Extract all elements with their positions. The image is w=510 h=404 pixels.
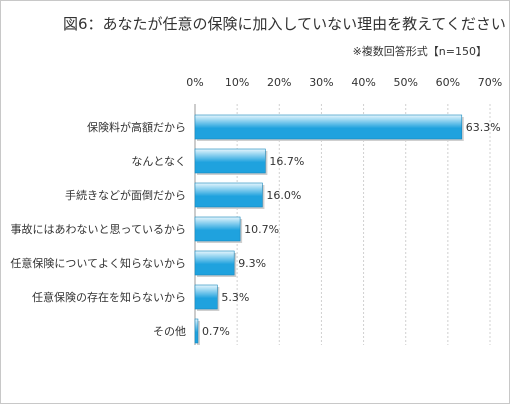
bar xyxy=(194,114,463,140)
bar xyxy=(194,148,266,174)
bar xyxy=(194,182,263,208)
value-label: 0.7% xyxy=(202,325,230,338)
bar-shadow xyxy=(197,321,200,345)
chart-title: 図6：あなたが任意の保険に加入していない理由を教えてください xyxy=(63,15,506,33)
category-label: 任意保険の存在を知らないから xyxy=(32,290,186,304)
x-tick-label: 60% xyxy=(436,76,460,89)
x-axis-ticks: 0% 10% 20% 30% 40% 50% 60% 70% xyxy=(186,76,502,89)
x-tick-label: 10% xyxy=(225,76,249,89)
value-label: 10.7% xyxy=(244,223,279,236)
category-label: 事故にはあわないと思っているから xyxy=(11,222,186,236)
category-label: 保険料が高額だから xyxy=(87,120,186,134)
bar xyxy=(194,284,218,310)
value-labels: 63.3% 16.7% 16.0% 10.7% 9.3% 5.3% 0.7% xyxy=(202,121,501,338)
bar xyxy=(194,250,235,276)
value-label: 9.3% xyxy=(238,257,266,270)
value-label: 5.3% xyxy=(221,291,249,304)
x-tick-label: 50% xyxy=(393,76,417,89)
x-tick-label: 0% xyxy=(186,76,203,89)
x-tick-label: 30% xyxy=(309,76,333,89)
category-label: 手続きなどが面倒だから xyxy=(65,188,186,202)
sample-note: ※複数回答形式【n=150】 xyxy=(352,45,487,58)
bar xyxy=(194,318,199,344)
value-label: 63.3% xyxy=(466,121,501,134)
value-label: 16.0% xyxy=(266,189,301,202)
category-labels: 保険料が高額だからなんとなく手続きなどが面倒だから事故にはあわないと思っているか… xyxy=(10,120,186,338)
x-tick-label: 40% xyxy=(351,76,375,89)
category-label: なんとなく xyxy=(131,155,186,168)
category-label: その他 xyxy=(153,325,186,338)
value-label: 16.7% xyxy=(269,155,304,168)
bars xyxy=(194,114,464,345)
bar xyxy=(194,216,241,242)
x-tick-label: 20% xyxy=(267,76,291,89)
category-label: 任意保険についてよく知らないから xyxy=(10,256,186,270)
x-tick-label: 70% xyxy=(478,76,502,89)
